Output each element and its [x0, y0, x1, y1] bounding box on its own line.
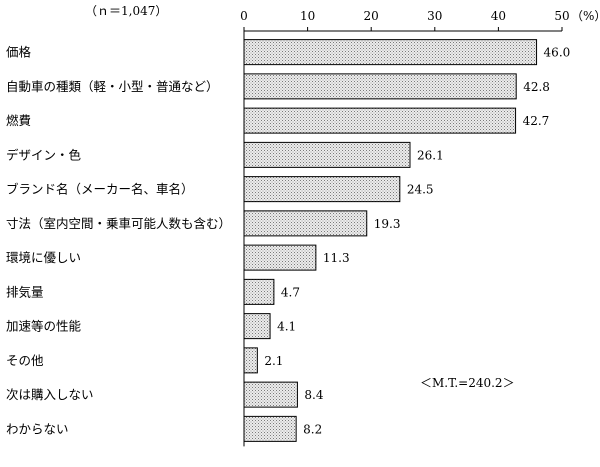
category-label: 環境に優しい: [6, 250, 81, 265]
bar: [243, 381, 298, 408]
category-label: 加速等の性能: [6, 319, 82, 334]
x-tick-label: 20: [364, 9, 379, 23]
x-tick-label: 0: [240, 9, 248, 23]
value-label: 4.7: [281, 285, 300, 299]
bar: [243, 415, 297, 442]
bars: [243, 39, 538, 442]
x-tick-label: 30: [427, 9, 442, 23]
x-tick-label: 10: [300, 9, 315, 23]
bar: [243, 73, 517, 100]
value-label: 8.2: [303, 422, 322, 436]
category-label: ブランド名（メーカー名、車名）: [6, 182, 194, 197]
category-label: 自動車の種類（軽・小型・普通など）: [6, 79, 219, 94]
x-axis: 0 10 20 30 40 50: [240, 9, 570, 447]
value-label: 46.0: [544, 46, 571, 60]
category-label: 価格: [6, 45, 32, 60]
x-tick-label: 40: [491, 9, 506, 23]
value-label: 11.3: [323, 251, 350, 265]
value-label: 24.5: [407, 183, 434, 197]
category-label: 寸法（室内空間・乗車可能人数も含む）: [6, 216, 231, 231]
category-label: わからない: [6, 421, 69, 436]
bar: [243, 176, 401, 203]
value-label: 8.4: [304, 388, 323, 402]
value-label: 42.8: [523, 80, 550, 94]
category-label: デザイン・色: [6, 147, 82, 162]
bar: [243, 278, 275, 305]
bar: [243, 347, 258, 374]
bar: [243, 39, 538, 66]
value-label: 2.1: [264, 354, 283, 368]
mt-note-label: ＜M.T.=240.2＞: [420, 376, 515, 390]
bar: [243, 107, 517, 134]
x-tick-label: 50: [554, 9, 569, 23]
category-label: 排気量: [6, 284, 44, 299]
bar: [243, 141, 411, 168]
sample-size-label: （ｎ＝1,047）: [85, 4, 167, 18]
category-label: その他: [6, 353, 44, 368]
value-label: 19.3: [374, 217, 401, 231]
value-label: 4.1: [277, 320, 296, 334]
category-label: 次は購入しない: [6, 387, 94, 402]
value-label: 42.7: [523, 114, 550, 128]
value-labels: 46.0 42.8 42.7 26.1 24.5 19.3 11.3 4.7 4.1 2.1 8.4…: [264, 46, 570, 437]
value-label: 26.1: [417, 148, 444, 162]
category-label: 燃費: [6, 113, 31, 128]
bar: [243, 210, 368, 237]
bar: [243, 313, 271, 340]
unit-label: （%）: [571, 9, 600, 23]
bar: [243, 244, 317, 271]
